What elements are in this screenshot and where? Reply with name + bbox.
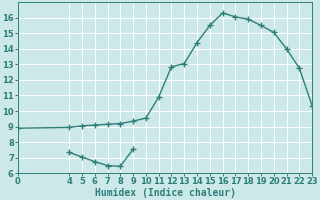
X-axis label: Humidex (Indice chaleur): Humidex (Indice chaleur)	[94, 188, 236, 198]
